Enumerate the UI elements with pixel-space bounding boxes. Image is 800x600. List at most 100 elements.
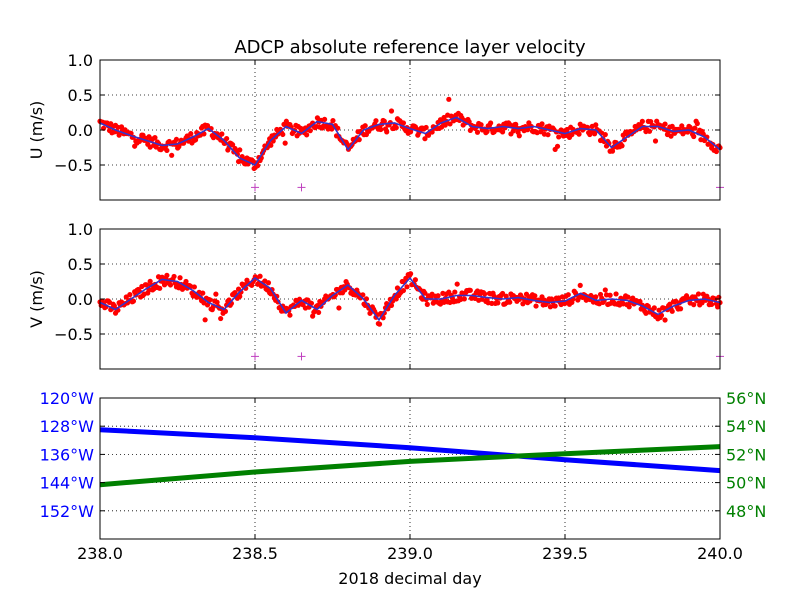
- observation-point: [452, 289, 458, 295]
- observation-point: [362, 123, 368, 129]
- observation-point: [565, 292, 571, 298]
- x-tick-label: 238.5: [232, 544, 278, 563]
- observation-point: [482, 291, 488, 297]
- u-y-axis-label: U (m/s): [27, 101, 46, 160]
- u-flagged-markers: [251, 183, 724, 192]
- u-points: [97, 96, 723, 172]
- observation-point: [192, 137, 199, 143]
- observation-point: [593, 294, 599, 300]
- observation-point: [619, 143, 625, 149]
- v-flagged-markers: [251, 352, 724, 361]
- observation-point: [552, 303, 558, 309]
- position-panel: 120°W 128°W 136°W 144°W 152°W 56°N 54°N 52°N 50…: [40, 389, 767, 588]
- observation-point: [400, 287, 407, 294]
- observation-point: [591, 131, 598, 137]
- longitude-axis: 120°W 128°W 136°W 144°W 152°W: [40, 389, 105, 521]
- latitude-tick-label: 50°N: [726, 474, 766, 493]
- observation-point: [691, 133, 697, 140]
- observation-point: [336, 305, 342, 311]
- observation-point: [171, 273, 177, 280]
- y-tick-label: 0.0: [68, 290, 93, 309]
- observation-point: [373, 118, 379, 124]
- observation-point: [127, 292, 133, 298]
- observation-point: [516, 133, 522, 139]
- latitude-axis: 56°N 54°N 52°N 50°N 48°N: [715, 389, 766, 521]
- observation-point: [287, 312, 293, 318]
- observation-point: [539, 121, 545, 127]
- observation-point: [607, 292, 613, 298]
- observation-point: [238, 289, 244, 295]
- latitude-line: [99, 444, 721, 488]
- observation-point: [499, 129, 506, 135]
- observation-point: [609, 148, 616, 154]
- smoothed-series-line: [99, 116, 721, 167]
- x-tick-label: 239.5: [542, 544, 588, 563]
- observation-point: [489, 300, 495, 306]
- observation-point: [669, 308, 675, 314]
- position-grid: [100, 398, 720, 539]
- x-tick-label: 239.0: [387, 544, 433, 563]
- flagged-marker: [251, 352, 259, 361]
- observation-point: [679, 123, 685, 129]
- observation-point: [499, 290, 506, 297]
- longitude-tick-label: 128°W: [40, 417, 95, 436]
- observation-point: [321, 116, 328, 122]
- observation-point: [699, 300, 705, 306]
- observation-point: [691, 302, 697, 308]
- observation-point: [304, 132, 310, 138]
- flagged-marker: [297, 352, 306, 361]
- latitude-tick-label: 52°N: [726, 445, 766, 464]
- observation-point: [554, 143, 561, 149]
- observation-point: [164, 147, 170, 154]
- y-tick-label: −0.5: [54, 156, 93, 175]
- observation-point: [282, 140, 288, 146]
- y-tick-label: −0.5: [54, 325, 93, 344]
- observation-point: [422, 136, 428, 142]
- observation-point: [177, 275, 183, 281]
- observation-point: [200, 290, 206, 296]
- u-x-ticks: [99, 60, 721, 200]
- position-plot-frame: [99, 397, 721, 540]
- observation-point: [381, 118, 387, 124]
- observation-point: [207, 297, 213, 303]
- y-tick-label: 0.5: [68, 255, 93, 274]
- observation-point: [467, 287, 473, 293]
- observation-point: [224, 135, 230, 142]
- latitude-tick-label: 48°N: [726, 502, 766, 521]
- observation-point: [237, 293, 243, 300]
- observation-point: [651, 305, 657, 311]
- observation-point: [713, 148, 720, 155]
- observation-point: [307, 128, 313, 134]
- observation-point: [407, 271, 414, 277]
- observation-point: [669, 123, 675, 129]
- observation-point: [422, 290, 428, 296]
- observation-point: [376, 321, 383, 327]
- observation-point: [280, 131, 286, 138]
- x-tick-label: 240.0: [697, 544, 743, 563]
- observation-point: [234, 151, 240, 157]
- observation-point: [404, 284, 410, 290]
- observation-point: [639, 118, 645, 124]
- longitude-tick-label: 120°W: [40, 389, 95, 408]
- observation-point: [677, 306, 684, 312]
- observation-point: [188, 131, 194, 137]
- observation-point: [668, 133, 674, 139]
- observation-point: [268, 142, 274, 148]
- observation-point: [310, 313, 316, 319]
- observation-point: [556, 134, 562, 140]
- observation-point: [173, 136, 180, 143]
- u-velocity-panel: 1.0 0.5 0.0 −0.5 U (m/s): [27, 51, 724, 201]
- v-y-axis: 1.0 0.5 0.0 −0.5: [54, 220, 720, 344]
- u-y-axis: 1.0 0.5 0.0 −0.5: [54, 51, 720, 175]
- longitude-tick-label: 136°W: [40, 445, 95, 464]
- v-velocity-panel: 1.0 0.5 0.0 −0.5 V (m/s): [27, 220, 724, 370]
- longitude-line: [99, 427, 721, 474]
- observation-point: [435, 293, 441, 299]
- longitude-tick-label: 144°W: [40, 474, 95, 493]
- observation-point: [403, 275, 409, 281]
- flagged-marker: [251, 183, 259, 192]
- longitude-tick-label: 152°W: [40, 502, 95, 521]
- observation-point: [474, 129, 481, 135]
- observation-point: [626, 304, 632, 310]
- observation-point: [255, 163, 261, 169]
